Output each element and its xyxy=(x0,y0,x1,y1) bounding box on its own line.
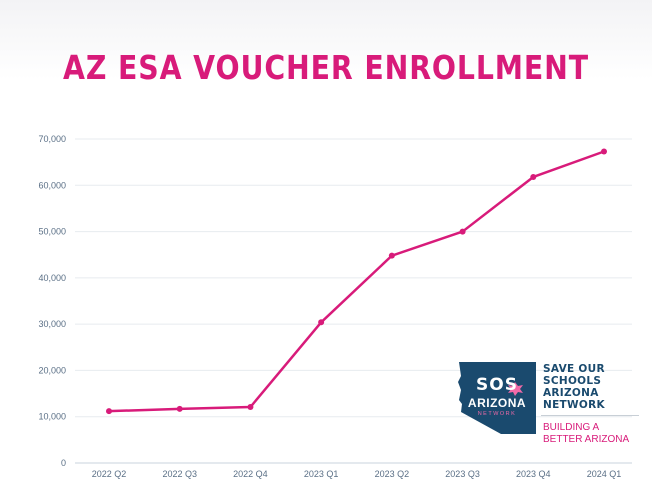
x-tick-label: 2022 Q2 xyxy=(92,469,127,479)
logo-tagline-line: BETTER ARIZONA xyxy=(543,433,630,445)
logo-mark-sos: SOS xyxy=(476,375,518,395)
header-band xyxy=(0,0,652,80)
logo-mark-arizona: ARIZONA xyxy=(467,396,527,410)
logo-organization-name: SAVE OUR SCHOOLS ARIZONA NETWORK xyxy=(543,363,643,411)
data-point xyxy=(388,252,395,259)
y-tick-label: 0 xyxy=(61,458,66,468)
logo-mark-network: NETWORK xyxy=(477,411,517,417)
logo-divider xyxy=(541,415,639,416)
y-tick-label: 40,000 xyxy=(38,273,66,283)
y-tick-label: 70,000 xyxy=(38,134,66,144)
x-tick-label: 2023 Q2 xyxy=(375,469,410,479)
x-tick-label: 2023 Q4 xyxy=(516,469,551,479)
logo-name-line: SAVE OUR xyxy=(543,363,605,375)
y-tick-label: 30,000 xyxy=(38,319,66,329)
x-tick-label: 2023 Q1 xyxy=(304,469,339,479)
chart-title: AZ ESA VOUCHER ENROLLMENT xyxy=(63,48,589,87)
x-tick-label: 2023 Q3 xyxy=(445,469,480,479)
star-icon xyxy=(508,382,523,396)
x-tick-label: 2022 Q4 xyxy=(233,469,268,479)
series-line xyxy=(108,150,605,413)
y-tick-label: 50,000 xyxy=(38,227,66,237)
x-tick-label: 2024 Q1 xyxy=(587,469,622,479)
data-point xyxy=(106,408,112,415)
data-point xyxy=(601,148,607,155)
data-point xyxy=(247,403,254,410)
y-tick-label: 10,000 xyxy=(38,412,66,422)
logo-tagline: BUILDING A BETTER ARIZONA xyxy=(543,422,643,445)
y-tick-label: 60,000 xyxy=(38,180,66,190)
y-tick-label: 20,000 xyxy=(38,365,66,375)
data-point xyxy=(318,319,325,326)
sos-arizona-logo: SOS ARIZONA NETWORK SAVE OUR SCHOOLS ARI… xyxy=(457,360,642,460)
arizona-state-shape xyxy=(458,362,536,434)
enrollment-series xyxy=(106,148,607,415)
data-point xyxy=(530,173,537,180)
grid-lines xyxy=(75,138,632,464)
logo-name-line: NETWORK xyxy=(543,399,605,411)
data-point xyxy=(176,405,183,412)
x-axis-ticks: 2022 Q2 2022 Q3 2022 Q4 2023 Q1 2023 Q2 2023 … xyxy=(92,469,622,479)
logo-tagline-line: BUILDING A xyxy=(543,422,600,433)
logo-name-line: SCHOOLS xyxy=(543,375,602,387)
x-tick-label: 2022 Q3 xyxy=(162,469,197,479)
data-point xyxy=(459,228,466,235)
logo-name-line: ARIZONA xyxy=(543,387,599,399)
y-axis-ticks: 0 10,000 20,000 30,000 40,000 50,000 60,000 70,… xyxy=(38,134,66,468)
